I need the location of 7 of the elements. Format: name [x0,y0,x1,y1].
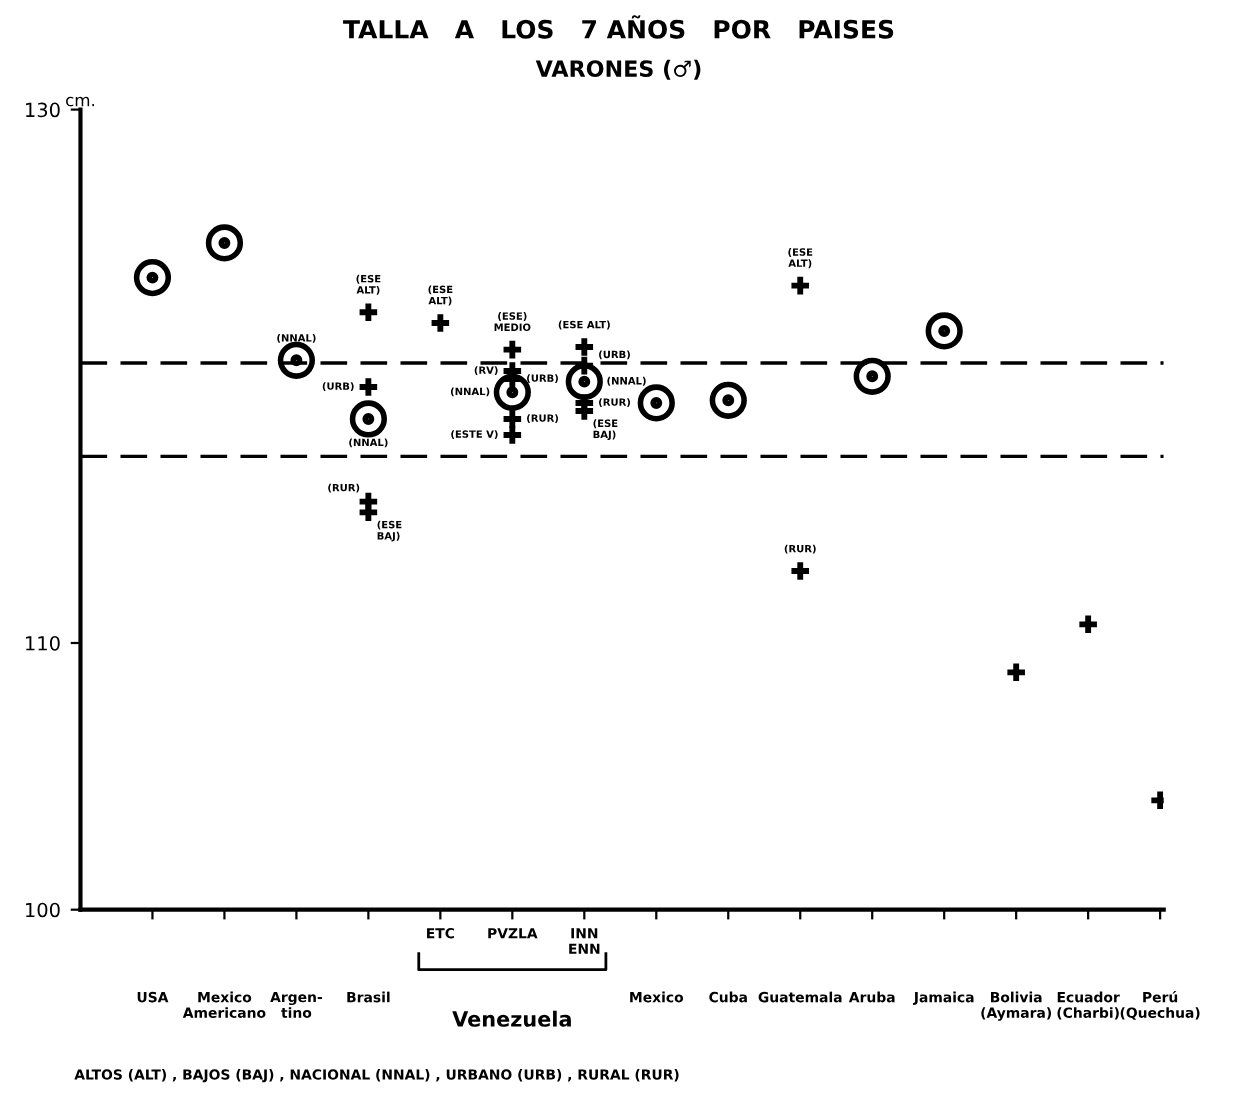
text: Venezuela [452,1010,571,1027]
y-tick-label: 110 [26,635,60,651]
y-tick-label: 100 [26,902,60,918]
chart-title: TALLA A LOS 7 AÑOS POR PAISES [343,15,894,39]
y-axis-title: cm. [66,96,95,107]
chart-subtitle: VARONES (♂) [535,59,701,80]
y-tick-label: 130 [26,102,60,118]
